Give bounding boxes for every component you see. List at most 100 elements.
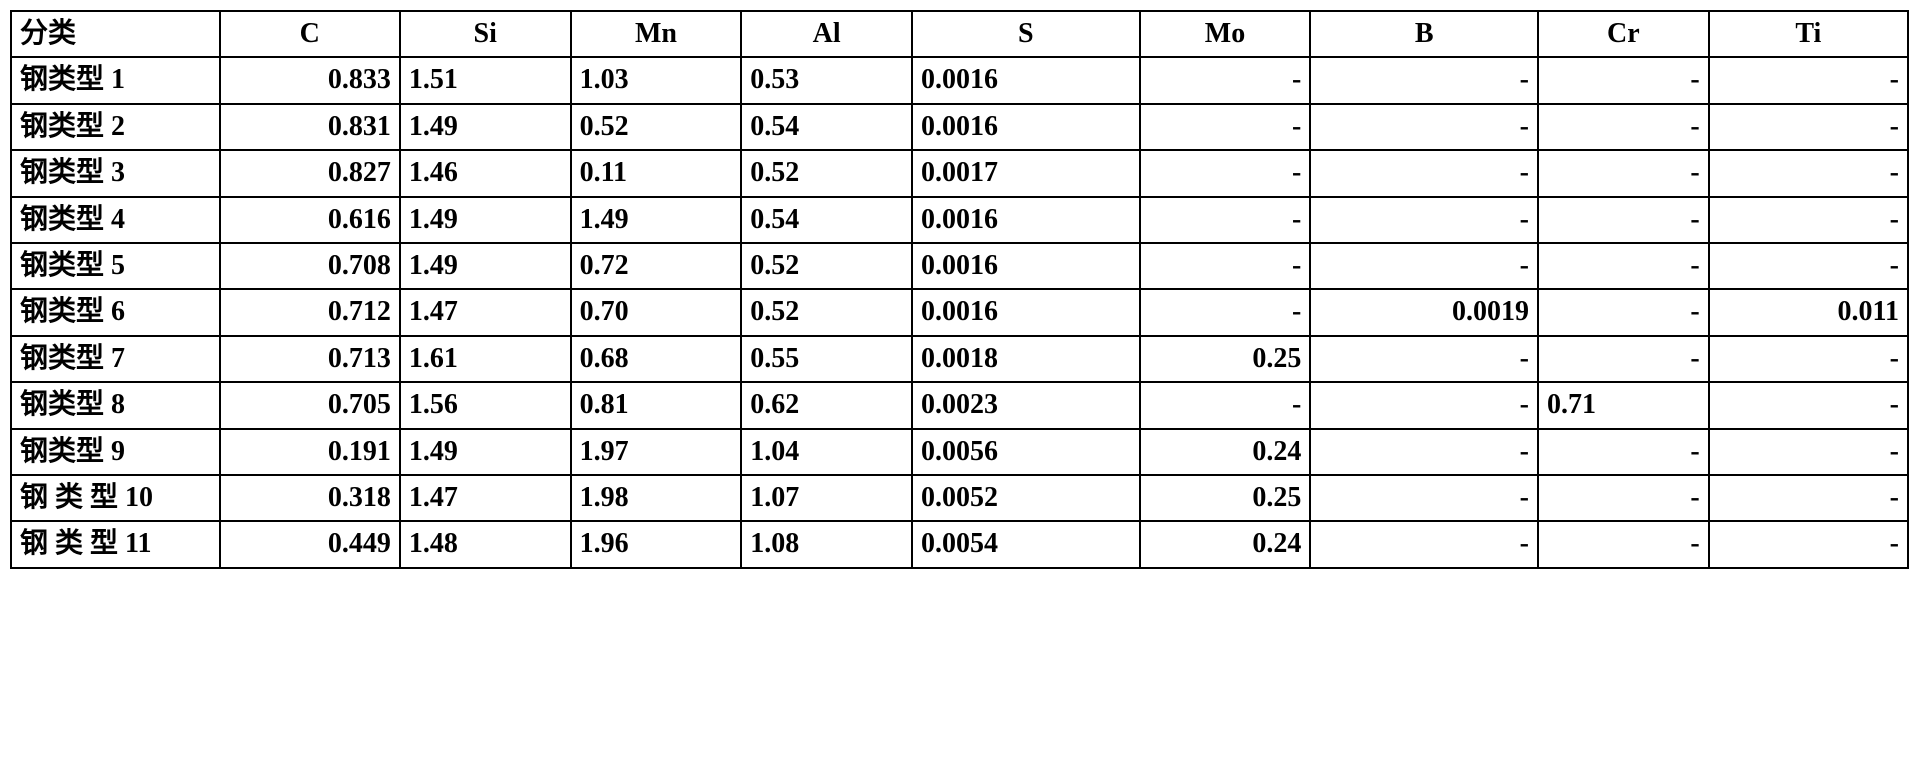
- cell-value: -: [1709, 150, 1908, 196]
- cell-value: 0.24: [1140, 521, 1311, 567]
- cell-value: 0.68: [571, 336, 742, 382]
- cell-value: -: [1140, 289, 1311, 335]
- cell-value: 0.72: [571, 243, 742, 289]
- cell-value: 0.708: [220, 243, 400, 289]
- cell-value: -: [1538, 336, 1709, 382]
- row-label: 钢类型 4: [11, 197, 220, 243]
- header-c: C: [220, 11, 400, 57]
- table-row: 钢类型 80.7051.560.810.620.0023--0.71-: [11, 382, 1908, 428]
- cell-value: 0.0052: [912, 475, 1140, 521]
- cell-value: 0.71: [1538, 382, 1709, 428]
- cell-value: 1.49: [400, 243, 571, 289]
- cell-value: -: [1310, 475, 1538, 521]
- header-mn: Mn: [571, 11, 742, 57]
- cell-value: 0.70: [571, 289, 742, 335]
- cell-value: 1.04: [741, 429, 912, 475]
- row-label: 钢类型 3: [11, 150, 220, 196]
- table-row: 钢类型 60.7121.470.700.520.0016-0.0019-0.01…: [11, 289, 1908, 335]
- cell-value: 0.827: [220, 150, 400, 196]
- cell-value: -: [1538, 429, 1709, 475]
- cell-value: -: [1538, 243, 1709, 289]
- cell-value: -: [1140, 57, 1311, 103]
- cell-value: 1.47: [400, 475, 571, 521]
- cell-value: -: [1310, 57, 1538, 103]
- cell-value: 0.11: [571, 150, 742, 196]
- header-mo: Mo: [1140, 11, 1311, 57]
- cell-value: -: [1310, 382, 1538, 428]
- cell-value: 0.81: [571, 382, 742, 428]
- cell-value: -: [1538, 150, 1709, 196]
- cell-value: 0.713: [220, 336, 400, 382]
- cell-value: 0.54: [741, 104, 912, 150]
- cell-value: -: [1310, 197, 1538, 243]
- row-label: 钢类型 6: [11, 289, 220, 335]
- cell-value: 1.97: [571, 429, 742, 475]
- header-si: Si: [400, 11, 571, 57]
- table-row: 钢类型 50.7081.490.720.520.0016----: [11, 243, 1908, 289]
- cell-value: -: [1538, 57, 1709, 103]
- table-row: 钢类型 90.1911.491.971.040.00560.24---: [11, 429, 1908, 475]
- cell-value: 0.52: [741, 243, 912, 289]
- cell-value: 1.96: [571, 521, 742, 567]
- cell-value: -: [1709, 57, 1908, 103]
- table-row: 钢 类 型 100.3181.471.981.070.00520.25---: [11, 475, 1908, 521]
- header-al: Al: [741, 11, 912, 57]
- cell-value: 0.0016: [912, 243, 1140, 289]
- table-row: 钢类型 20.8311.490.520.540.0016----: [11, 104, 1908, 150]
- cell-value: 0.24: [1140, 429, 1311, 475]
- table-row: 钢 类 型 110.4491.481.961.080.00540.24---: [11, 521, 1908, 567]
- cell-value: 1.51: [400, 57, 571, 103]
- cell-value: 0.011: [1709, 289, 1908, 335]
- cell-value: 1.98: [571, 475, 742, 521]
- header-ti: Ti: [1709, 11, 1908, 57]
- cell-value: -: [1709, 429, 1908, 475]
- cell-value: -: [1310, 104, 1538, 150]
- cell-value: -: [1538, 289, 1709, 335]
- header-cr: Cr: [1538, 11, 1709, 57]
- cell-value: 1.46: [400, 150, 571, 196]
- table-row: 钢类型 40.6161.491.490.540.0016----: [11, 197, 1908, 243]
- cell-value: -: [1310, 336, 1538, 382]
- cell-value: -: [1709, 243, 1908, 289]
- cell-value: 0.52: [571, 104, 742, 150]
- cell-value: 1.49: [400, 104, 571, 150]
- table-body: 钢类型 10.8331.511.030.530.0016----钢类型 20.8…: [11, 57, 1908, 567]
- cell-value: -: [1709, 336, 1908, 382]
- cell-value: 0.831: [220, 104, 400, 150]
- cell-value: -: [1310, 429, 1538, 475]
- cell-value: 1.49: [571, 197, 742, 243]
- cell-value: -: [1140, 243, 1311, 289]
- cell-value: 0.318: [220, 475, 400, 521]
- cell-value: 0.0016: [912, 57, 1140, 103]
- cell-value: -: [1310, 243, 1538, 289]
- cell-value: 1.61: [400, 336, 571, 382]
- cell-value: 0.191: [220, 429, 400, 475]
- cell-value: -: [1709, 382, 1908, 428]
- header-category: 分类: [11, 11, 220, 57]
- cell-value: 0.0056: [912, 429, 1140, 475]
- cell-value: 0.54: [741, 197, 912, 243]
- cell-value: 1.47: [400, 289, 571, 335]
- cell-value: 0.705: [220, 382, 400, 428]
- cell-value: -: [1538, 104, 1709, 150]
- cell-value: 1.03: [571, 57, 742, 103]
- table-row: 钢类型 30.8271.460.110.520.0017----: [11, 150, 1908, 196]
- cell-value: -: [1140, 150, 1311, 196]
- cell-value: 0.25: [1140, 475, 1311, 521]
- cell-value: 0.0023: [912, 382, 1140, 428]
- cell-value: 0.0054: [912, 521, 1140, 567]
- cell-value: -: [1140, 197, 1311, 243]
- cell-value: 0.0016: [912, 104, 1140, 150]
- header-b: B: [1310, 11, 1538, 57]
- table-row: 钢类型 10.8331.511.030.530.0016----: [11, 57, 1908, 103]
- row-label: 钢类型 1: [11, 57, 220, 103]
- cell-value: 0.52: [741, 150, 912, 196]
- cell-value: 0.449: [220, 521, 400, 567]
- cell-value: 1.49: [400, 429, 571, 475]
- cell-value: -: [1709, 475, 1908, 521]
- cell-value: 0.52: [741, 289, 912, 335]
- cell-value: 0.0016: [912, 197, 1140, 243]
- row-label: 钢类型 9: [11, 429, 220, 475]
- cell-value: 0.53: [741, 57, 912, 103]
- cell-value: -: [1538, 475, 1709, 521]
